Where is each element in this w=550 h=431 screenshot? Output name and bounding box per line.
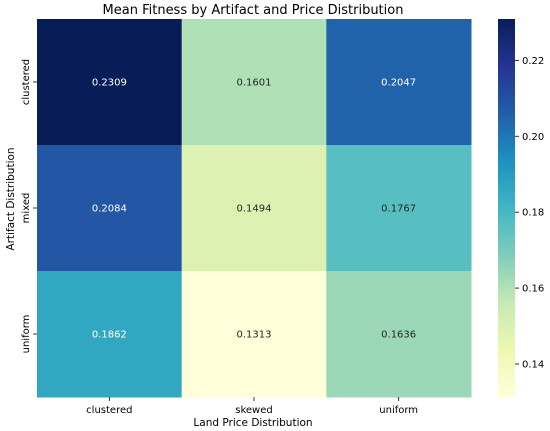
- heatmap-cell-label: 0.2084: [92, 204, 127, 215]
- colorbar-tick-label: 0.20: [522, 132, 544, 143]
- heatmap-cell-labels: 0.2309 0.1601 0.2047 0.2084 0.1494 0.1767 0.18…: [92, 78, 416, 341]
- x-tick-label: skewed: [235, 405, 272, 416]
- heatmap-cells: [37, 19, 472, 398]
- colorbar-tick-label: 0.22: [522, 56, 544, 67]
- heatmap-cell-label: 0.1313: [237, 330, 272, 341]
- colorbar-gradient: [498, 19, 515, 397]
- y-axis-label: Artifact Distribution: [5, 147, 17, 250]
- chart-title: Mean Fitness by Artifact and Price Distr…: [103, 3, 404, 18]
- colorbar-ticks: 0.14 0.16 0.18 0.20 0.22: [515, 56, 544, 370]
- colorbar: 0.14 0.16 0.18 0.20 0.22: [498, 19, 544, 397]
- heatmap-cell-label: 0.1601: [237, 78, 272, 89]
- heatmap-cell-label: 0.2309: [92, 78, 127, 89]
- heatmap-cell-label: 0.1636: [381, 330, 416, 341]
- y-tick-label: uniform: [21, 315, 32, 354]
- heatmap-cell-label: 0.1862: [92, 330, 127, 341]
- heatmap-cell: [181, 271, 327, 398]
- y-tick-label: clustered: [21, 59, 32, 105]
- heatmap-cell-label: 0.1494: [237, 204, 272, 215]
- colorbar-tick-label: 0.16: [522, 284, 544, 295]
- y-tick-label: mixed: [21, 193, 32, 224]
- heatmap-cell: [181, 145, 327, 272]
- x-tick-label: clustered: [86, 405, 132, 416]
- heatmap-cell: [37, 145, 183, 272]
- heatmap-cell: [326, 145, 472, 272]
- x-tick-label: uniform: [379, 405, 418, 416]
- heatmap-cell: [37, 19, 183, 146]
- y-axis-ticks: clustered mixed uniform: [21, 59, 37, 354]
- colorbar-tick-label: 0.14: [522, 359, 544, 370]
- heatmap-cell: [181, 19, 327, 146]
- heatmap-cell-label: 0.2047: [381, 78, 416, 89]
- heatmap-cell: [326, 19, 472, 146]
- heatmap-cell-label: 0.1767: [381, 204, 416, 215]
- heatmap-cell: [326, 271, 472, 398]
- x-axis-ticks: clustered skewed uniform: [86, 397, 418, 416]
- colorbar-tick-label: 0.18: [522, 208, 544, 219]
- x-axis-label: Land Price Distribution: [193, 417, 312, 429]
- heatmap-cell: [37, 271, 183, 398]
